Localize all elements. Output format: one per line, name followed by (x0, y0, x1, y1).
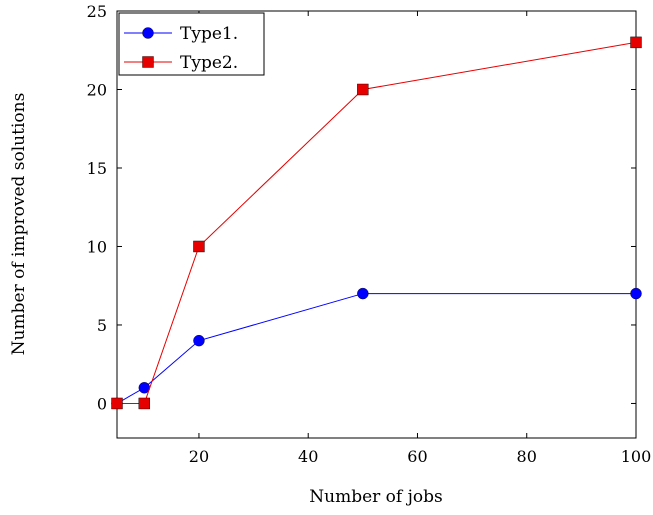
x-tick-label: 80 (517, 447, 537, 466)
data-point (630, 36, 642, 49)
data-point (630, 287, 642, 300)
data-point (357, 287, 369, 300)
data-point (111, 397, 123, 410)
data-point (193, 334, 205, 347)
legend-marker (142, 56, 154, 68)
legend-label: Type2. (180, 53, 238, 73)
series-layer (111, 36, 642, 410)
series-2 (111, 36, 642, 410)
y-tick-label: 5 (97, 316, 107, 335)
legend-marker (142, 27, 154, 39)
legend: Type1. Type2. (118, 12, 265, 76)
y-tick-label: 0 (97, 394, 107, 413)
x-tick-label: 100 (621, 447, 652, 466)
axis-ticks: 20 40 60 80 100 0 5 10 15 20 25 (87, 2, 652, 466)
data-point (357, 83, 369, 96)
y-tick-label: 20 (87, 80, 107, 99)
legend-label: Type1. (180, 24, 238, 44)
x-tick-label: 40 (298, 447, 318, 466)
x-axis-title: Number of jobs (309, 487, 442, 507)
x-tick-label: 60 (407, 447, 427, 466)
series-line (117, 41, 637, 404)
data-point (193, 240, 205, 253)
y-tick-label: 25 (87, 2, 107, 21)
series-line (116, 293, 636, 404)
x-tick-label: 20 (189, 447, 209, 466)
data-point (138, 397, 151, 410)
plot-frame (116, 10, 637, 439)
series-1 (111, 287, 642, 410)
y-axis-title: Number of improved solutions (9, 93, 29, 356)
y-tick-label: 10 (87, 237, 107, 256)
y-tick-label: 15 (87, 159, 107, 178)
